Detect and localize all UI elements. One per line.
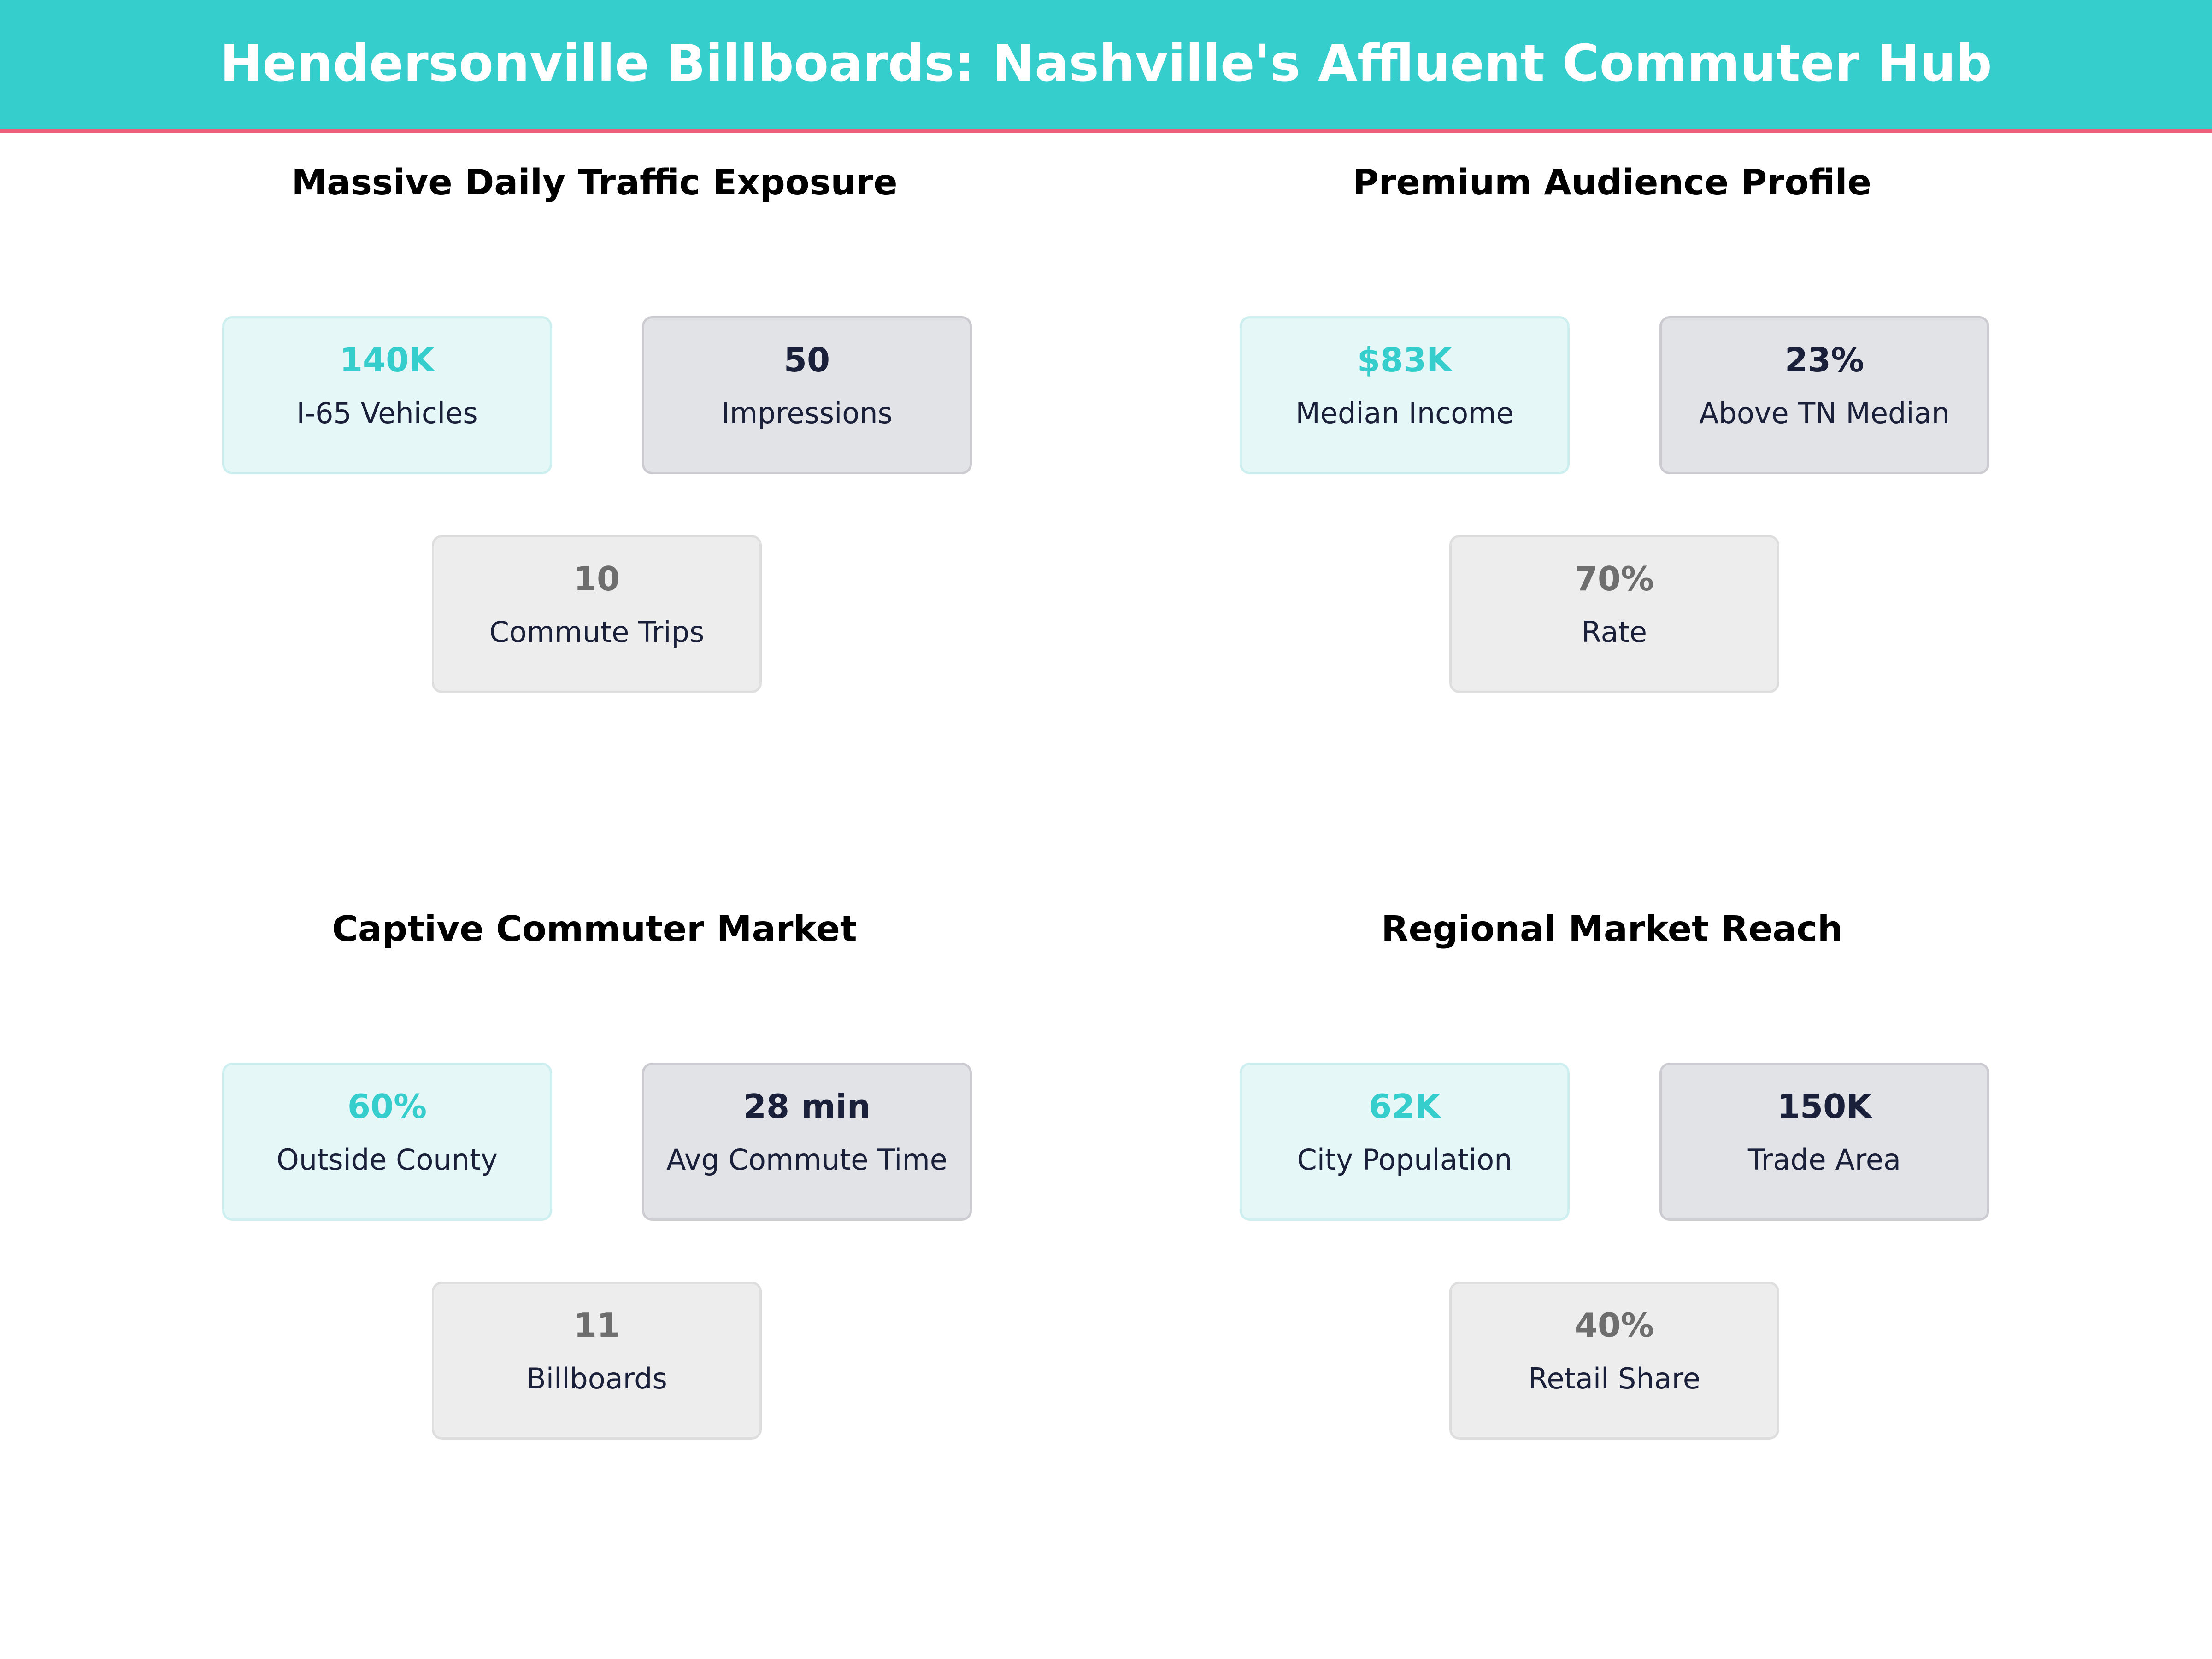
stat-label: Commute Trips (489, 615, 705, 649)
stat-card-median-income: $83K Median Income (1240, 316, 1570, 474)
stat-value: 70% (1574, 559, 1654, 598)
section-traffic-exposure: Massive Daily Traffic Exposure 140K I-65… (41, 0, 1147, 747)
stat-value: 150K (1777, 1087, 1872, 1126)
section-title: Massive Daily Traffic Exposure (291, 162, 898, 203)
stat-label: Billboards (526, 1362, 667, 1395)
stat-label: I-65 Vehicles (296, 396, 478, 430)
stat-card-commute-time: 28 min Avg Commute Time (642, 1063, 972, 1221)
stat-card-vehicles: 140K I-65 Vehicles (222, 316, 552, 474)
stat-card-rate: 70% Rate (1449, 535, 1779, 693)
stat-label: Impressions (721, 396, 893, 430)
section-title: Premium Audience Profile (1353, 162, 1871, 203)
stat-value: 10 (573, 559, 620, 598)
stat-card-trade-area: 150K Trade Area (1659, 1063, 1989, 1221)
stat-card-outside-county: 60% Outside County (222, 1063, 552, 1221)
stat-label: Rate (1581, 615, 1647, 649)
stat-card-billboards: 11 Billboards (432, 1282, 762, 1440)
stat-card-impressions: 50 Impressions (642, 316, 972, 474)
stat-label: Median Income (1295, 396, 1514, 430)
stat-card-city-population: 62K City Population (1240, 1063, 1570, 1221)
header-banner: Hendersonville Billboards: Nashville's A… (0, 0, 2212, 129)
stat-value: 50 (783, 341, 830, 379)
section-market-reach: Regional Market Reach 62K City Populatio… (1059, 747, 2165, 1493)
section-title: Captive Commuter Market (332, 909, 857, 950)
stat-card-commute-trips: 10 Commute Trips (432, 535, 762, 693)
stat-value: 23% (1784, 341, 1865, 379)
stat-label: Outside County (276, 1143, 498, 1177)
section-commuter-market: Captive Commuter Market 60% Outside Coun… (41, 747, 1147, 1493)
stat-value: 28 min (743, 1087, 871, 1126)
section-title: Regional Market Reach (1381, 909, 1843, 950)
header-accent-stripe (0, 129, 2212, 133)
stat-value: 62K (1369, 1087, 1441, 1126)
stat-value: 60% (347, 1087, 427, 1126)
stat-value: 11 (573, 1306, 620, 1345)
stat-label: City Population (1297, 1143, 1512, 1177)
stat-value: $83K (1357, 341, 1453, 379)
stat-value: 140K (339, 341, 435, 379)
section-audience-profile: Premium Audience Profile $83K Median Inc… (1059, 0, 2165, 747)
stat-label: Avg Commute Time (666, 1143, 947, 1177)
stat-label: Retail Share (1528, 1362, 1700, 1395)
stat-card-above-median: 23% Above TN Median (1659, 316, 1989, 474)
stat-label: Above TN Median (1699, 396, 1950, 430)
stat-value: 40% (1574, 1306, 1654, 1345)
stat-card-retail-share: 40% Retail Share (1449, 1282, 1779, 1440)
page-title: Hendersonville Billboards: Nashville's A… (220, 33, 1992, 93)
stat-label: Trade Area (1747, 1143, 1901, 1177)
